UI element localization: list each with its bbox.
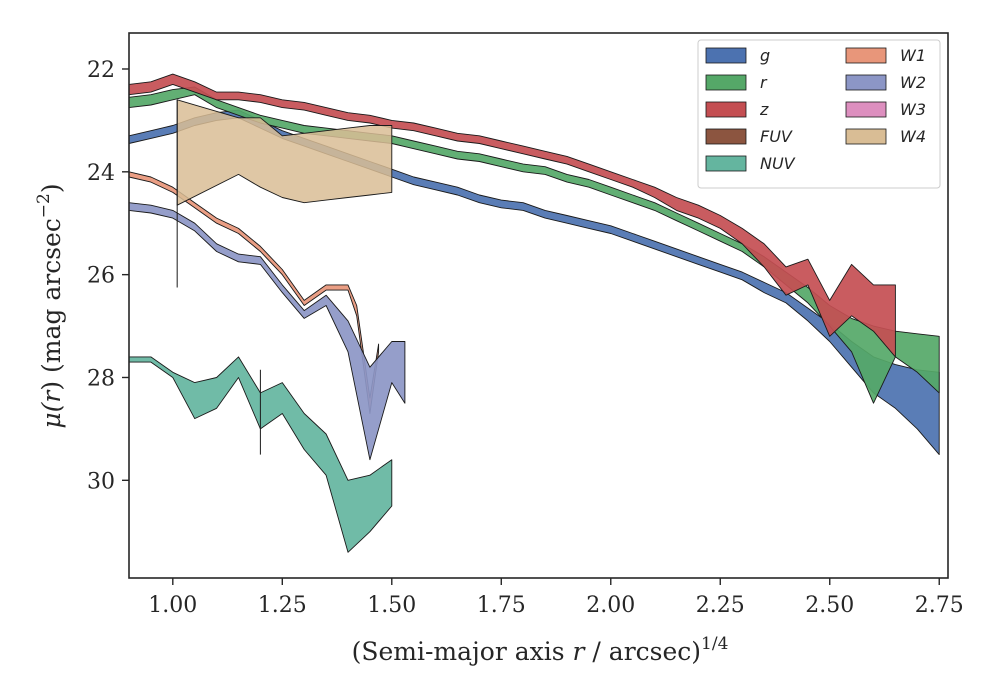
legend-label-w3: W3 (900, 100, 926, 119)
x-axis: 1.00 1.25 1.50 1.75 2.00 2.25 2.50 2.75 (148, 578, 964, 618)
band-z (128, 73, 896, 358)
legend-label-nuv: NUV (760, 154, 796, 173)
legend-label-w1: W1 (900, 46, 926, 65)
plot-frame (128, 32, 949, 579)
plot-area (128, 73, 940, 553)
x-tick-label: 1.50 (367, 593, 416, 618)
legend-label-r: r (760, 73, 768, 92)
x-axis-title-sup: 1/4 (701, 634, 728, 654)
legend-label-w4: W4 (900, 127, 926, 146)
x-tick-label: 2.50 (805, 593, 854, 618)
y-tick-label: 30 (87, 469, 115, 494)
x-axis-title-var: r (573, 637, 587, 666)
x-tick-label: 2.75 (915, 593, 964, 618)
x-axis-title-main: (Semi-major axis (352, 637, 573, 666)
legend-label-g: g (760, 46, 770, 65)
x-axis-title: (Semi-major axis r / arcsec)1/4 (352, 634, 729, 666)
legend-swatch-nuv (705, 155, 747, 172)
band-w1 (128, 171, 380, 414)
x-tick-label: 1.00 (148, 593, 197, 618)
x-tick-label: 1.25 (258, 593, 307, 618)
band-w4 (176, 99, 393, 206)
legend-label-z: z (759, 100, 769, 119)
legend-swatch-w4 (845, 128, 887, 145)
y-tick-label: 22 (87, 58, 115, 83)
legend-swatch-r (705, 74, 747, 91)
y-tick-label: 26 (87, 264, 115, 289)
y-axis-title-sup: −2 (34, 193, 54, 218)
legend-label-w2: W2 (900, 73, 926, 92)
y-axis-title-close: ) (37, 183, 66, 193)
y-axis-title: μ(r) (mag arcsec−2) (34, 183, 66, 428)
legend-swatch-z (705, 101, 747, 118)
y-axis-title-rest: ) (mag arcsec (37, 218, 66, 391)
legend-swatch-g (705, 47, 747, 64)
y-axis-title-main: μ( (37, 401, 66, 428)
y-tick-label: 28 (87, 366, 115, 391)
y-axis: 22 24 26 28 30 (87, 58, 129, 494)
x-tick-label: 2.25 (696, 593, 745, 618)
legend-label-fuv: FUV (760, 127, 793, 146)
legend-swatch-w2 (845, 74, 887, 91)
legend-swatch-w1 (845, 47, 887, 64)
band-nuv (128, 356, 393, 553)
x-tick-label: 2.00 (586, 593, 635, 618)
x-axis-title-rest: / arcsec) (584, 637, 701, 666)
legend-swatch-fuv (705, 128, 747, 145)
y-tick-label: 24 (87, 161, 115, 186)
y-axis-title-var: r (37, 389, 66, 403)
band-w2 (128, 202, 406, 461)
legend: grz FUV NUV W1 W2 W3 W4 (697, 39, 941, 189)
legend-swatch-w3 (845, 101, 887, 118)
x-tick-label: 1.75 (477, 593, 526, 618)
